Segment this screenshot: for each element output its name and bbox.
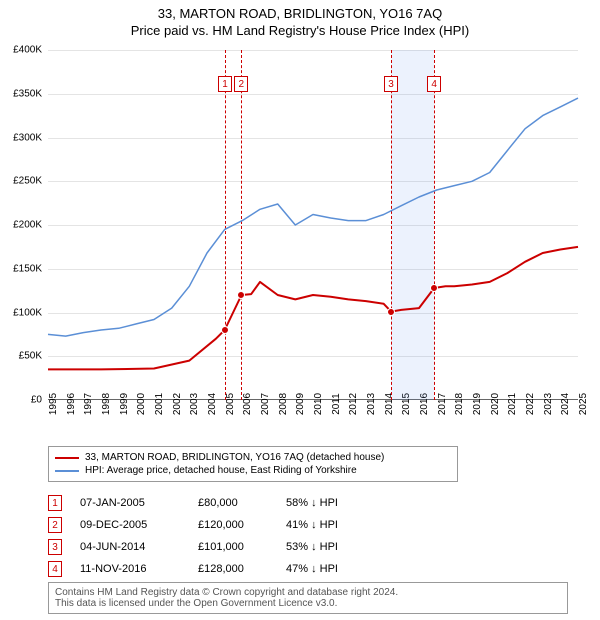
- event-delta: 53% ↓ HPI: [286, 541, 376, 553]
- legend-item-property: 33, MARTON ROAD, BRIDLINGTON, YO16 7AQ (…: [55, 451, 451, 464]
- event-row: 3 04-JUN-2014 £101,000 53% ↓ HPI: [48, 536, 376, 558]
- event-number: 3: [48, 539, 62, 555]
- sale-dot: [430, 284, 438, 292]
- chart-area: £0£50K£100K£150K£200K£250K£300K£350K£400…: [48, 50, 578, 400]
- event-date: 11-NOV-2016: [80, 563, 180, 575]
- event-price: £128,000: [198, 563, 268, 575]
- events-table: 1 07-JAN-2005 £80,000 58% ↓ HPI 2 09-DEC-2005…: [48, 492, 376, 580]
- y-tick-label: £300K: [13, 132, 42, 143]
- y-tick-label: £100K: [13, 307, 42, 318]
- title-subtitle: Price paid vs. HM Land Registry's House …: [0, 23, 600, 38]
- attribution-line2: This data is licensed under the Open Gov…: [55, 598, 561, 609]
- event-row: 1 07-JAN-2005 £80,000 58% ↓ HPI: [48, 492, 376, 514]
- event-number: 4: [48, 561, 62, 577]
- legend-swatch-hpi: [55, 470, 79, 472]
- event-price: £120,000: [198, 519, 268, 531]
- y-tick-label: £150K: [13, 263, 42, 274]
- sale-dot: [237, 291, 245, 299]
- y-tick-label: £400K: [13, 45, 42, 56]
- y-tick-label: £350K: [13, 88, 42, 99]
- x-tick-label: 2025: [578, 393, 589, 415]
- event-number: 2: [48, 517, 62, 533]
- legend-item-hpi: HPI: Average price, detached house, East…: [55, 464, 451, 477]
- y-tick-label: £250K: [13, 176, 42, 187]
- event-number: 1: [48, 495, 62, 511]
- event-row: 4 11-NOV-2016 £128,000 47% ↓ HPI: [48, 558, 376, 580]
- y-tick-label: £200K: [13, 220, 42, 231]
- event-price: £80,000: [198, 497, 268, 509]
- event-price: £101,000: [198, 541, 268, 553]
- legend: 33, MARTON ROAD, BRIDLINGTON, YO16 7AQ (…: [48, 446, 458, 482]
- event-date: 09-DEC-2005: [80, 519, 180, 531]
- y-tick-label: £50K: [19, 351, 42, 362]
- sale-dot: [387, 308, 395, 316]
- sale-dot: [221, 326, 229, 334]
- legend-label-property: 33, MARTON ROAD, BRIDLINGTON, YO16 7AQ (…: [85, 452, 384, 463]
- series-svg: [48, 50, 578, 400]
- y-tick-label: £0: [31, 395, 42, 406]
- chart-container: 33, MARTON ROAD, BRIDLINGTON, YO16 7AQ P…: [0, 0, 600, 620]
- legend-swatch-property: [55, 457, 79, 459]
- title-address: 33, MARTON ROAD, BRIDLINGTON, YO16 7AQ: [0, 6, 600, 21]
- series-hpi: [48, 98, 578, 336]
- event-delta: 58% ↓ HPI: [286, 497, 376, 509]
- title-block: 33, MARTON ROAD, BRIDLINGTON, YO16 7AQ P…: [0, 0, 600, 38]
- legend-label-hpi: HPI: Average price, detached house, East…: [85, 465, 357, 476]
- attribution: Contains HM Land Registry data © Crown c…: [48, 582, 568, 614]
- event-date: 04-JUN-2014: [80, 541, 180, 553]
- event-delta: 47% ↓ HPI: [286, 563, 376, 575]
- attribution-line1: Contains HM Land Registry data © Crown c…: [55, 587, 561, 598]
- series-property: [48, 247, 578, 370]
- event-delta: 41% ↓ HPI: [286, 519, 376, 531]
- event-row: 2 09-DEC-2005 £120,000 41% ↓ HPI: [48, 514, 376, 536]
- event-date: 07-JAN-2005: [80, 497, 180, 509]
